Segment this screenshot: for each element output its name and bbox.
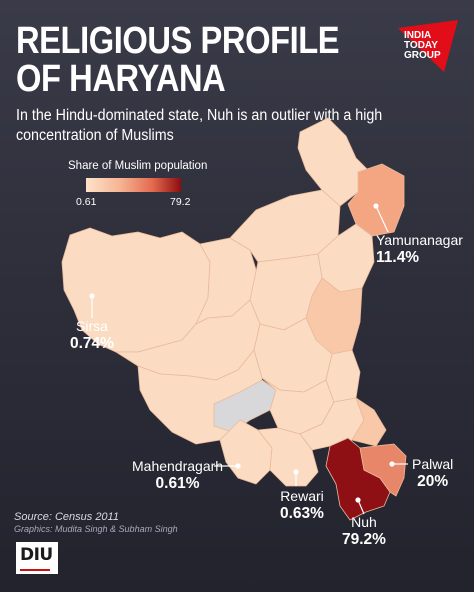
label-nuh: Nuh 79.2% [342,514,386,548]
district-palwal [359,443,407,497]
district-value: 0.74% [70,335,114,352]
district-value: 11.4% [376,249,420,266]
district-value: 79.2% [342,531,386,548]
label-sirsa: Sirsa 0.74% [70,318,114,352]
source-note: Source: Census 2011 [14,511,119,523]
district-yamunanagar [347,163,405,237]
brand-line-2: TODAY [404,40,438,51]
legend-min: 0.61 [76,196,97,208]
district-name: Nuh [351,514,377,530]
district-value: 20% [417,473,449,490]
district-rewari [257,427,319,487]
brand-line-1: INDIA [404,30,431,41]
title-line-2: OF HARYANA [16,58,226,100]
brand-line-3: GROUP [404,50,441,61]
legend-gradient [86,178,181,192]
district-value: 0.63% [280,505,324,522]
legend-max: 79.2 [170,196,191,208]
district-name: Sirsa [76,318,108,334]
title-line-1: RELIGIOUS PROFILE [16,20,340,62]
district-delhi-gap [325,349,361,403]
credit-note: Graphics: Mudita Singh & Subham Singh [14,524,178,534]
subtitle: In the Hindu-dominated state, Nuh is an … [16,107,383,144]
label-palwal: Palwal 20% [412,456,453,490]
label-mahendragarh: Mahendragarh 0.61% [132,458,223,492]
legend-title: Share of Muslim population [68,160,208,172]
diu-logo: DIU [16,542,58,574]
leader-yamunanagar [375,205,389,233]
district-value: 0.61% [155,475,200,492]
diu-logo-text: DIU [20,545,53,565]
page-title: RELIGIOUS PROFILE OF HARYANA [16,20,340,100]
district-name: Mahendragarh [132,458,224,474]
india-today-logo: INDIA TODAY GROUP [398,20,458,72]
district-name: Rewari [280,488,324,504]
district-name: Yamunanagar [376,232,463,248]
label-rewari: Rewari 0.63% [280,488,324,522]
label-yamunanagar: Yamunanagar 11.4% [376,232,463,266]
district-name: Palwal [412,456,454,472]
